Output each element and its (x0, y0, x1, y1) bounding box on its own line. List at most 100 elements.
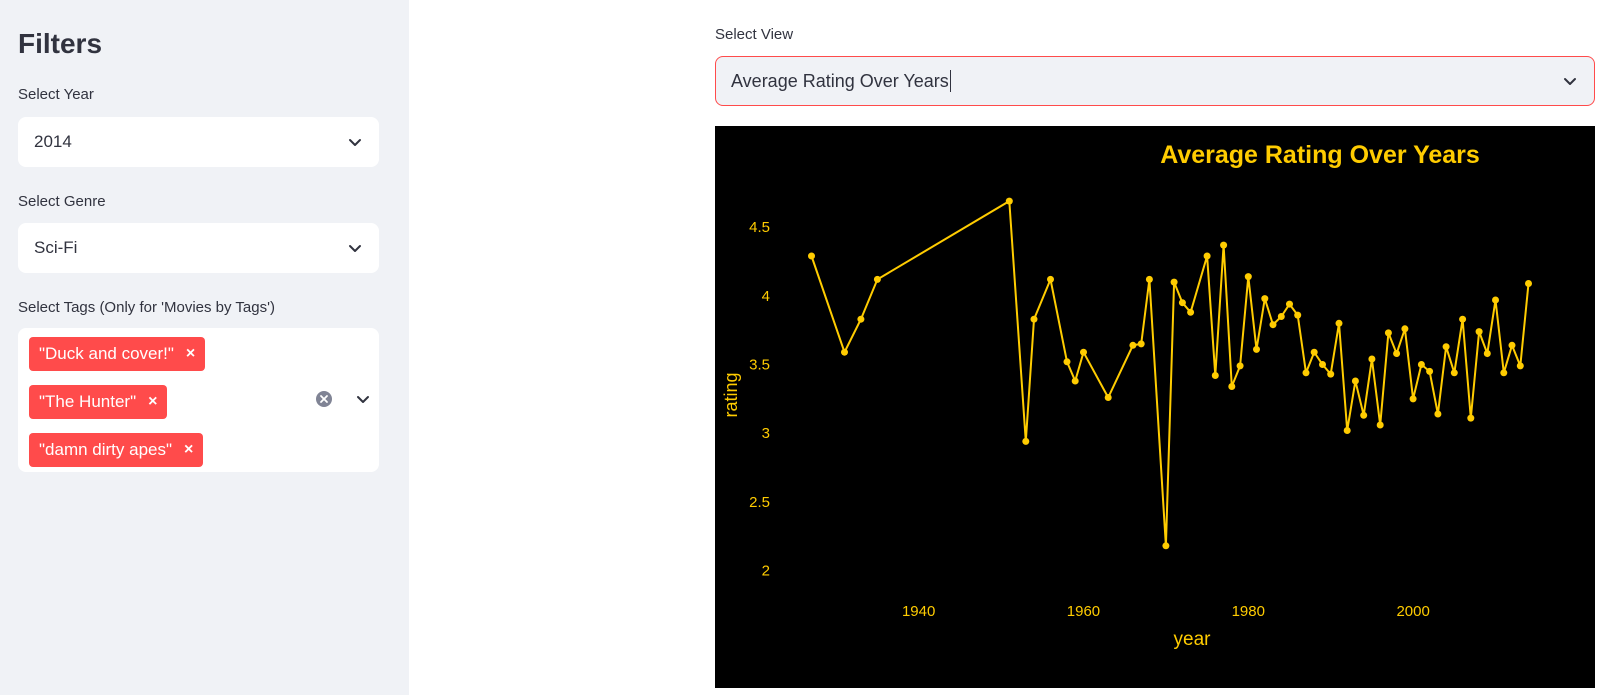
data-point (1071, 377, 1079, 385)
view-select[interactable]: Average Rating Over Years (715, 56, 1595, 106)
rating-series-markers (808, 197, 1532, 550)
clear-all-icon[interactable] (315, 390, 333, 408)
data-point (1187, 308, 1195, 316)
sidebar-title: Filters (18, 28, 103, 59)
chart-y-ticks: 2 2.5 3 3.5 4 4.5 (749, 219, 770, 579)
data-point (1360, 411, 1368, 419)
tag-chip: "damn dirty apes" × (29, 433, 204, 467)
tag-chip-label: "Duck and cover!" (39, 344, 174, 363)
chart-x-axis-label: year (1174, 629, 1212, 650)
data-point (1459, 315, 1467, 323)
x-tick-label: 1980 (1232, 603, 1265, 620)
data-point (1368, 355, 1376, 363)
data-point (1525, 280, 1532, 287)
y-tick-label: 3 (762, 425, 770, 442)
data-point (1129, 341, 1137, 349)
tag-chip: "Duck and cover!" × (29, 337, 206, 371)
tags-multiselect[interactable]: "Duck and cover!" × "The Hunter" × "damn… (18, 328, 379, 472)
data-point (1409, 395, 1417, 403)
data-point (1467, 414, 1475, 422)
rating-chart-svg: Average Rating Over Years year rating 22… (721, 141, 1532, 650)
data-point (1228, 383, 1236, 390)
chart-y-axis-label: rating (721, 372, 741, 417)
data-point (1022, 437, 1030, 445)
chevron-down-icon[interactable] (355, 391, 371, 407)
data-point (841, 348, 848, 356)
rating-series-line (810, 199, 1530, 546)
chevron-down-icon (1564, 78, 1576, 85)
data-point (1426, 367, 1434, 375)
genre-select-value: Sci-Fi (34, 238, 78, 257)
genre-select[interactable]: Sci-Fi (18, 223, 379, 273)
data-point (1327, 370, 1335, 378)
data-point (1030, 315, 1038, 323)
x-tick-label: 1960 (1067, 603, 1100, 620)
data-point (1261, 295, 1269, 303)
data-point (1047, 275, 1054, 283)
view-label: Select View (715, 26, 794, 43)
y-tick-label: 2.5 (749, 494, 770, 511)
chevron-down-icon (349, 139, 361, 146)
data-point (1434, 410, 1442, 418)
data-point (1475, 328, 1483, 336)
data-point (1236, 362, 1244, 370)
y-tick-label: 4 (762, 288, 770, 305)
tag-remove-icon[interactable]: × (185, 345, 196, 362)
y-tick-label: 2 (762, 563, 770, 580)
tag-chip: "The Hunter" × (29, 385, 168, 419)
data-point (1310, 348, 1318, 356)
year-select[interactable]: 2014 (18, 117, 379, 167)
data-point (1145, 275, 1153, 283)
data-point (1137, 340, 1145, 348)
x-tick-label: 2000 (1396, 603, 1429, 620)
year-label: Select Year (18, 86, 94, 103)
data-point (1220, 241, 1228, 249)
tags-label: Select Tags (Only for 'Movies by Tags') (18, 299, 275, 316)
text-caret (949, 70, 951, 92)
data-point (1170, 278, 1178, 286)
data-point (1294, 311, 1302, 319)
data-point (1178, 299, 1186, 307)
data-point (1483, 350, 1491, 357)
data-point (1244, 273, 1252, 281)
data-point (1376, 421, 1384, 429)
data-point (873, 275, 881, 283)
data-point (1384, 329, 1392, 337)
data-point (1401, 325, 1409, 333)
tag-remove-icon[interactable]: × (148, 393, 158, 410)
data-point (808, 252, 815, 260)
year-select-value: 2014 (34, 132, 72, 151)
chart-x-ticks: 1940 1960 1980 2000 (902, 603, 1430, 620)
data-point (1203, 252, 1211, 260)
data-point (1417, 361, 1425, 368)
data-point (1269, 321, 1277, 329)
data-point (1277, 313, 1285, 320)
data-point (1335, 319, 1343, 327)
data-point (1080, 348, 1087, 356)
data-point (1104, 394, 1112, 401)
data-point (1253, 345, 1260, 353)
data-point (1393, 350, 1401, 357)
data-point (1063, 358, 1071, 366)
view-select-value: Average Rating Over Years (731, 70, 949, 91)
chart-title: Average Rating Over Years (1160, 141, 1480, 169)
y-tick-label: 3.5 (749, 357, 770, 374)
data-point (1319, 361, 1326, 368)
tag-chip-label: "The Hunter" (39, 392, 137, 411)
data-point (1005, 197, 1013, 205)
data-point (1516, 362, 1524, 370)
data-point (1343, 427, 1351, 434)
data-point (1162, 542, 1170, 550)
data-point (1508, 341, 1516, 349)
data-point (1351, 377, 1359, 385)
genre-label: Select Genre (18, 193, 106, 210)
tag-chip-label: "damn dirty apes" (39, 440, 173, 459)
data-point (1500, 369, 1508, 377)
data-point (1450, 369, 1458, 377)
tag-remove-icon[interactable]: × (184, 441, 194, 458)
data-point (857, 315, 865, 323)
data-point (1286, 300, 1293, 308)
y-tick-label: 4.5 (749, 219, 770, 236)
data-point (1492, 296, 1499, 304)
